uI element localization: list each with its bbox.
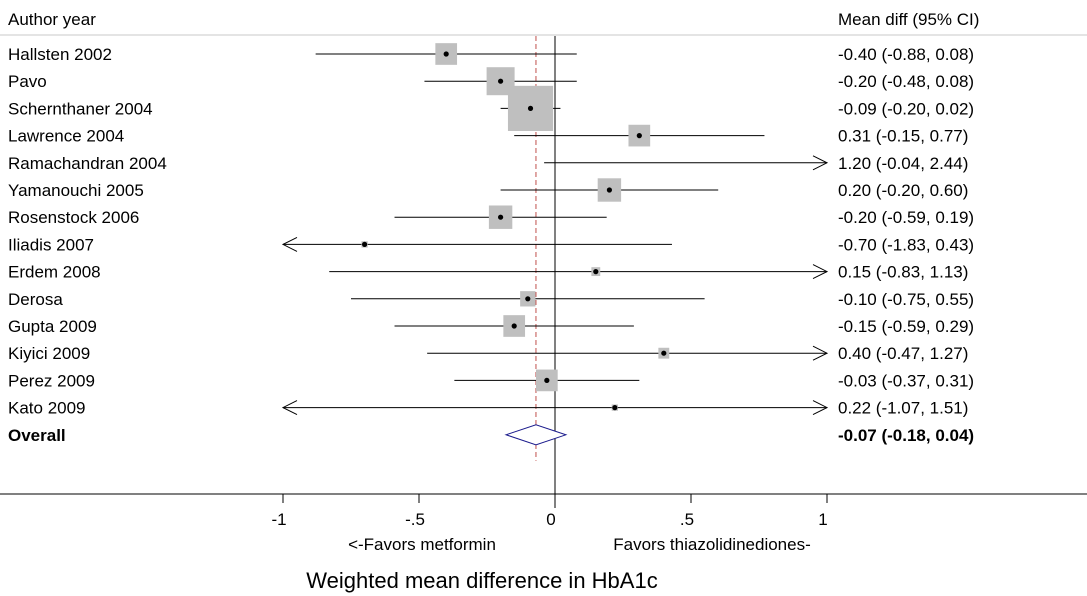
point-estimate [511,323,517,329]
overall-diamond [504,424,568,446]
study-ci-text: -0.70 (-1.83, 0.43) [838,235,974,254]
x-axis-title: Weighted mean difference in HbA1c [306,568,657,593]
ci-arrow [812,345,829,361]
study-row: Schernthaner 2004 -0.09 (-0.20, 0.02) [8,85,974,131]
study-ci-text: 1.20 (-0.04, 2.44) [838,154,968,173]
ci-arrow [812,155,829,171]
point-estimate [636,133,642,139]
tick-label: -1 [271,510,286,529]
study-row: Lawrence 2004 0.31 (-0.15, 0.77) [8,124,968,147]
study-label: Kiyici 2009 [8,344,90,363]
study-ci-text: -0.20 (-0.59, 0.19) [838,208,974,227]
point-estimate [527,105,534,111]
study-ci-text: 0.15 (-0.83, 1.13) [838,263,968,282]
study-label: Rosenstock 2006 [8,208,139,227]
study-ci-text: 0.20 (-0.20, 0.60) [838,181,968,200]
tick-label: 0 [546,510,555,529]
tick-label: -.5 [405,510,425,529]
overall-row: Overall -0.07 (-0.18, 0.04) [8,424,974,446]
tick-label: 1 [818,510,827,529]
ci-arrow [812,400,829,416]
study-ci-text: 0.22 (-1.07, 1.51) [838,399,968,418]
ci-arrow [281,236,298,252]
study-row: Hallsten 2002 -0.40 (-0.88, 0.08) [8,43,974,65]
point-estimate [443,51,449,57]
study-row: Rosenstock 2006 -0.20 (-0.59, 0.19) [8,205,974,229]
ci-arrow [812,264,829,280]
favors-right-label: Favors thiazolidinediones- [613,535,811,554]
study-label: Hallsten 2002 [8,45,112,64]
point-estimate [544,377,550,383]
study-ci-text: -0.15 (-0.59, 0.29) [838,317,974,336]
column-header-author-year: Author year [8,10,96,29]
point-estimate [362,241,368,247]
study-ci-text: -0.20 (-0.48, 0.08) [838,72,974,91]
study-row: Kiyici 2009 0.40 (-0.47, 1.27) [8,344,968,363]
point-estimate [606,187,613,193]
study-ci-text: -0.10 (-0.75, 0.55) [838,290,974,309]
x-axis: -1 -.5 0 .5 1 [0,493,1087,529]
study-row: Erdem 2008 0.15 (-0.83, 1.13) [8,263,968,282]
study-ci-text: -0.09 (-0.20, 0.02) [838,99,974,118]
study-row: Yamanouchi 2005 0.20 (-0.20, 0.60) [8,178,968,202]
point-estimate [612,405,618,411]
study-row: Ramachandran 2004 1.20 (-0.04, 2.44) [8,154,968,173]
study-label: Lawrence 2004 [8,127,124,146]
study-row: Perez 2009 -0.03 (-0.37, 0.31) [8,369,974,392]
point-estimate [593,269,599,275]
point-estimate [498,214,504,220]
study-row: Derosa -0.10 (-0.75, 0.55) [8,290,974,309]
study-label: Yamanouchi 2005 [8,181,144,200]
study-row: Gupta 2009 -0.15 (-0.59, 0.29) [8,315,974,337]
study-ci-text: 0.31 (-0.15, 0.77) [838,127,968,146]
study-rows: Hallsten 2002 -0.40 (-0.88, 0.08) Pavo -0.2… [8,36,974,508]
study-label: Iliadis 2007 [8,235,94,254]
column-header-mean-diff: Mean diff (95% CI) [838,10,979,29]
study-ci-text: 0.40 (-0.47, 1.27) [838,344,968,363]
study-label: Schernthaner 2004 [8,99,153,118]
tick-label: .5 [680,510,694,529]
point-estimate [498,78,504,84]
study-label: Derosa [8,290,63,309]
ci-arrow [281,400,298,416]
study-row: Pavo -0.20 (-0.48, 0.08) [8,67,974,96]
study-label: Ramachandran 2004 [8,154,167,173]
study-row: Iliadis 2007 -0.70 (-1.83, 0.43) [8,235,974,254]
study-label: Perez 2009 [8,371,95,390]
overall-ci-text: -0.07 (-0.18, 0.04) [838,426,974,445]
study-label: Pavo [8,72,47,91]
study-label: Gupta 2009 [8,317,97,336]
study-ci-text: -0.40 (-0.88, 0.08) [838,45,974,64]
study-row: Kato 2009 0.22 (-1.07, 1.51) [8,399,968,418]
study-label: Kato 2009 [8,399,86,418]
study-ci-text: -0.03 (-0.37, 0.31) [838,371,974,390]
favors-left-label: <-Favors metformin [348,535,496,554]
study-label: Erdem 2008 [8,263,101,282]
overall-label: Overall [8,426,66,445]
point-estimate [525,296,531,302]
point-estimate [661,350,667,356]
